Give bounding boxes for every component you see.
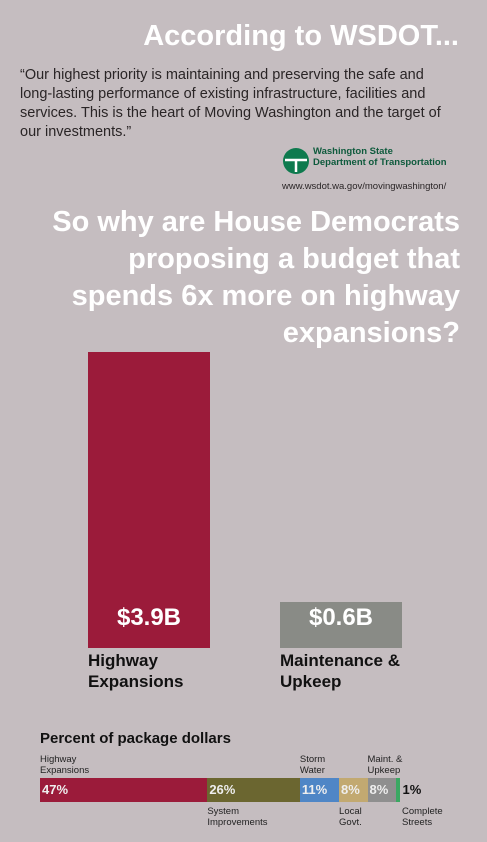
segment: [396, 778, 400, 802]
logo-text: Department of Transportation: [313, 157, 447, 168]
value-label: $0.6B: [308, 604, 374, 631]
segment-value: 1%: [402, 782, 422, 797]
question: So why are House Democrats: [52, 206, 460, 238]
segment-label: Highway Expansions: [40, 754, 90, 776]
segment-value: 47%: [42, 782, 69, 797]
category-label: Highway Expansions: [88, 651, 184, 691]
segment-label: Complete Streets: [402, 806, 443, 828]
url: www.wsdot.wa.gov/movingwashington/: [282, 181, 447, 192]
segment: [339, 778, 368, 802]
logo-icon: [283, 148, 309, 174]
segment: [367, 778, 396, 802]
chart-title: Percent of package dollars: [40, 730, 231, 747]
segment-value: 8%: [369, 782, 389, 797]
quote: “Our highest priority is maintaining and…: [20, 67, 441, 140]
segment-label: Local Govt.: [339, 806, 362, 828]
segment: [40, 778, 208, 802]
segment-value: 8%: [341, 782, 360, 797]
logo-text: Washington State: [313, 146, 393, 157]
question: proposing a budget that: [128, 243, 460, 275]
title: According to WSDOT...: [143, 20, 459, 52]
value-label: $3.9B: [116, 604, 182, 631]
segment-label: System Improvements: [207, 806, 268, 828]
segment-label: Maint. & Upkeep: [367, 754, 403, 776]
bar: [88, 352, 210, 648]
segment-value: 11%: [301, 782, 328, 797]
segment: [299, 778, 340, 802]
segment-value: 26%: [209, 782, 236, 797]
bar: [280, 602, 402, 648]
category-label: Maintenance & Upkeep: [280, 651, 400, 691]
question: expansions?: [282, 317, 460, 349]
segment: [207, 778, 300, 802]
question: spends 6x more on highway: [71, 280, 460, 312]
segment-label: Storm Water: [299, 754, 326, 776]
